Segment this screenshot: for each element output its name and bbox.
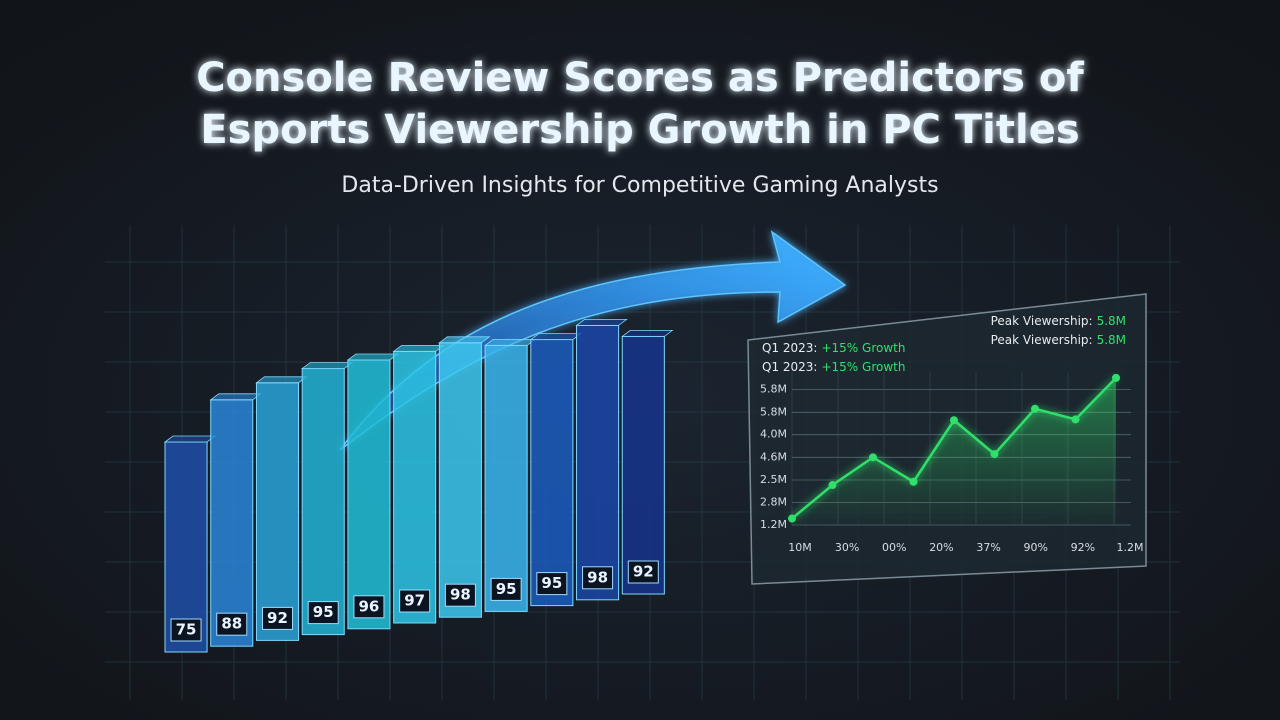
bar-top [346,353,400,361]
bar-top [575,319,628,326]
x-tick-label: 37% [976,541,1000,554]
annotation-label: Q1 2023: [762,360,817,374]
bar-top [621,330,674,337]
bar-chart: 75 88 92 95 96 97 98 95 95 98 92 [163,319,674,653]
x-tick-label: 30% [835,541,859,554]
bar [301,368,345,636]
value-label: 98 [587,568,608,586]
value-box [307,601,339,625]
value-label: 88 [221,615,242,633]
annotation: Peak Viewership: 5.8M [991,314,1126,328]
value-label: 95 [313,603,334,621]
y-tick-label: 1.2M [760,518,787,531]
value-box [627,560,659,584]
bar [621,335,665,595]
value-box [353,595,385,619]
bar [210,399,254,647]
value-box [490,577,522,601]
annotation: Peak Viewership: 5.8M [991,333,1126,347]
annotation-value: 5.8M [1097,314,1126,328]
bar-top [483,339,537,346]
annotation: Q1 2023: +15% Growth [762,341,905,355]
x-tick-label: 90% [1023,541,1047,554]
point [990,450,999,459]
bar [164,441,208,653]
y-tick-label: 4.6M [760,450,787,463]
point [1031,404,1039,413]
annotation-label: Q1 2023: [762,341,817,355]
value-box [536,572,568,596]
y-tick-label: 2.8M [760,495,787,508]
bar-top [300,362,354,369]
value-box [216,612,248,636]
annotation: Q1 2023: +15% Growth [762,360,905,374]
bar [576,324,620,601]
bar [347,359,391,630]
value-label: 97 [404,592,425,610]
point [1071,415,1080,424]
bar [393,350,437,624]
value-label: 75 [176,621,197,639]
value-label: 96 [359,597,380,615]
title-line: Esports Viewership Growth in PC Titles [200,107,1079,153]
bar [484,344,528,612]
value-box [261,606,293,630]
y-tick-label: 5.8M [760,405,787,418]
value-box [444,583,476,607]
x-tick-label: 00% [882,541,906,554]
value-label: 98 [450,586,471,604]
bar-top [529,333,583,340]
annotation-value: +15% Growth [821,360,905,374]
x-tick-label: 10M [788,541,812,554]
point [828,480,837,489]
title-line: Console Review Scores as Predictors of [196,55,1084,101]
annotation-value: +15% Growth [821,341,905,355]
point [909,477,918,486]
annotation-label: Peak Viewership: [991,333,1093,347]
y-tick-label: 2.5M [760,473,787,486]
bar-top [392,345,445,352]
y-tick-label: 4.0M [760,428,787,441]
value-box [399,589,431,613]
bar-top [438,336,491,344]
point [950,416,958,425]
point [1112,373,1120,382]
x-tick-label: 1.2M [1117,541,1144,554]
bar [255,382,300,641]
value-label: 92 [633,563,654,581]
subtitle: Data-Driven Insights for Competitive Gam… [341,173,938,198]
value-label: 92 [267,609,288,627]
point [788,514,796,523]
line-chart-panel: 1.2M 2.8M 2.5M 4.6M 4.0M 5.8M 5.8M 10M 30% 00% 20%… [747,293,1147,585]
annotation-label: Peak Viewership: [991,314,1093,328]
bar [438,342,482,618]
bar-top [255,376,308,384]
y-tick-label: 5.8M [760,383,787,396]
area [792,377,1116,525]
value-box [582,566,614,590]
bar-top [209,393,262,401]
value-label: 95 [541,574,562,592]
point [869,453,877,462]
bar-top [163,435,217,443]
x-tick-label: 20% [929,541,953,554]
x-tick-label: 92% [1071,541,1095,554]
value-label: 95 [496,580,517,598]
bar [530,339,574,607]
value-box [170,618,202,642]
annotation-value: 5.8M [1097,333,1126,347]
